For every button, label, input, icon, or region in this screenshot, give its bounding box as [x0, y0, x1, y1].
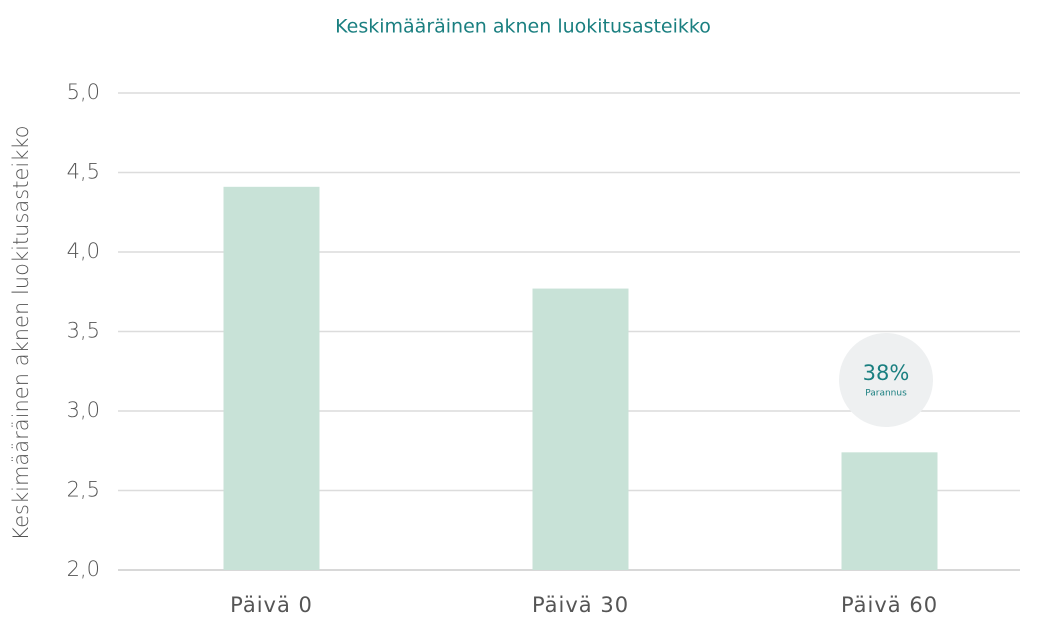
bar [532, 288, 629, 570]
y-tick-label: 4,0 [67, 239, 100, 263]
bar [223, 186, 320, 570]
y-tick-label: 3,0 [67, 398, 100, 422]
annotation-text: 38% [863, 361, 910, 385]
x-tick-label: Päivä 0 [230, 593, 313, 617]
y-axis-label: Keskimääräinen aknen luokitusasteikko [9, 125, 33, 540]
annotation-bubble [839, 333, 933, 427]
y-tick-label: 2,5 [67, 478, 100, 502]
y-tick-label: 2,0 [67, 557, 100, 581]
chart-title: Keskimääräinen aknen luokitusasteikko [335, 16, 711, 38]
bar [841, 452, 938, 570]
y-tick-label: 5,0 [67, 80, 100, 104]
x-tick-label: Päivä 60 [841, 593, 938, 617]
y-tick-label: 4,5 [67, 160, 100, 184]
y-tick-label: 3,5 [67, 319, 100, 343]
annotation-subtext: Parannus [865, 389, 907, 399]
x-tick-label: Päivä 30 [532, 593, 629, 617]
